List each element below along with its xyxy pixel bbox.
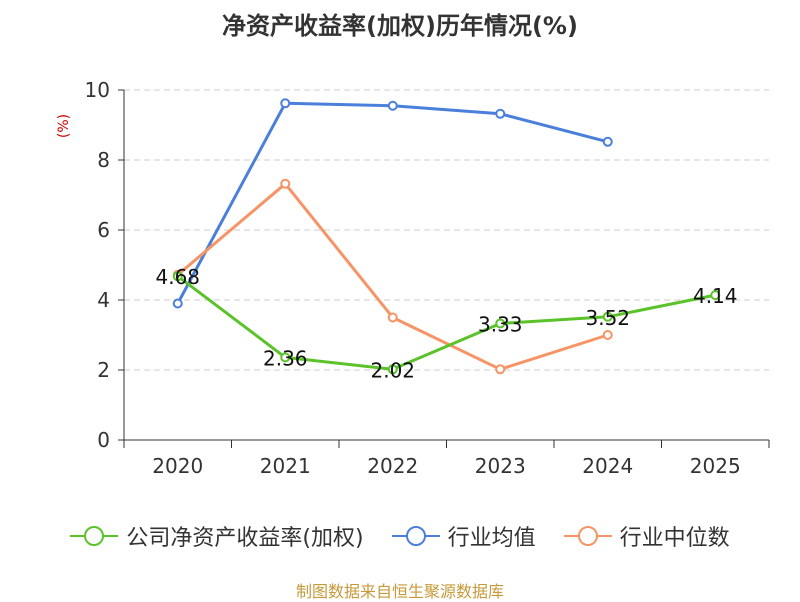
legend-item-company[interactable]: 公司净资产收益率(加权) — [70, 520, 364, 552]
data-label: 3.33 — [478, 312, 523, 336]
data-point-industry-median[interactable] — [280, 178, 291, 189]
x-tick-label: 2020 — [152, 454, 203, 478]
series-line-company — [176, 275, 716, 371]
data-point-company[interactable] — [387, 364, 398, 375]
legend: 公司净资产收益率(加权) 行业均值 行业中位数 — [0, 520, 800, 552]
legend-label-company: 公司净资产收益率(加权) — [126, 526, 364, 551]
data-point-company[interactable] — [495, 318, 506, 329]
x-tick-label: 2023 — [475, 454, 526, 478]
legend-label-industry-avg: 行业均值 — [447, 526, 536, 551]
data-label: 4.14 — [693, 284, 738, 308]
data-point-company[interactable] — [172, 271, 183, 282]
y-tick-label: 4 — [97, 288, 110, 312]
legend-label-industry-median: 行业中位数 — [619, 526, 730, 551]
legend-swatch-industry-median — [563, 526, 612, 546]
data-point-industry-avg[interactable] — [602, 136, 613, 147]
data-point-industry-median[interactable] — [495, 364, 506, 375]
data-label: 2.02 — [370, 358, 415, 382]
y-tick-label: 8 — [97, 148, 110, 172]
y-tick-label: 0 — [97, 428, 110, 452]
series-line-industry-avg — [176, 101, 609, 305]
data-point-industry-avg[interactable] — [280, 98, 291, 109]
legend-swatch-industry-avg — [391, 526, 440, 546]
data-label: 4.68 — [155, 265, 200, 289]
y-tick-label: 6 — [97, 218, 110, 242]
legend-item-industry-avg[interactable]: 行业均值 — [391, 520, 536, 552]
x-tick-label: 2021 — [260, 454, 311, 478]
x-tick-label: 2024 — [582, 454, 633, 478]
x-tick-label: 2025 — [690, 454, 741, 478]
data-point-industry-median[interactable] — [602, 330, 613, 340]
data-point-industry-median[interactable] — [387, 312, 398, 323]
data-point-company[interactable] — [710, 290, 721, 301]
chart-title: 净资产收益率(加权)历年情况(%) — [222, 12, 578, 40]
data-point-industry-avg[interactable] — [387, 100, 398, 111]
data-source-note: 制图数据来自恒生聚源数据库 — [295, 582, 504, 601]
y-axis-unit: (%) — [56, 114, 72, 138]
x-tick-label: 2022 — [367, 454, 418, 478]
series-line-industry-median — [176, 182, 609, 371]
legend-item-industry-median[interactable]: 行业中位数 — [563, 520, 730, 552]
roe-line-chart: (%) 0 2 4 6 8 10 2020 2021 2022 2023 2024 2025 4.68 2.… — [56, 78, 770, 478]
data-point-company[interactable] — [280, 352, 291, 363]
data-point-industry-avg[interactable] — [495, 108, 506, 119]
data-label: 3.52 — [585, 306, 630, 330]
data-label: 2.36 — [263, 346, 308, 370]
y-tick-label: 10 — [85, 78, 110, 102]
y-tick-label: 2 — [97, 358, 110, 382]
data-point-company[interactable] — [602, 311, 613, 322]
legend-swatch-company — [70, 526, 119, 546]
data-point-industry-avg[interactable] — [172, 298, 183, 309]
